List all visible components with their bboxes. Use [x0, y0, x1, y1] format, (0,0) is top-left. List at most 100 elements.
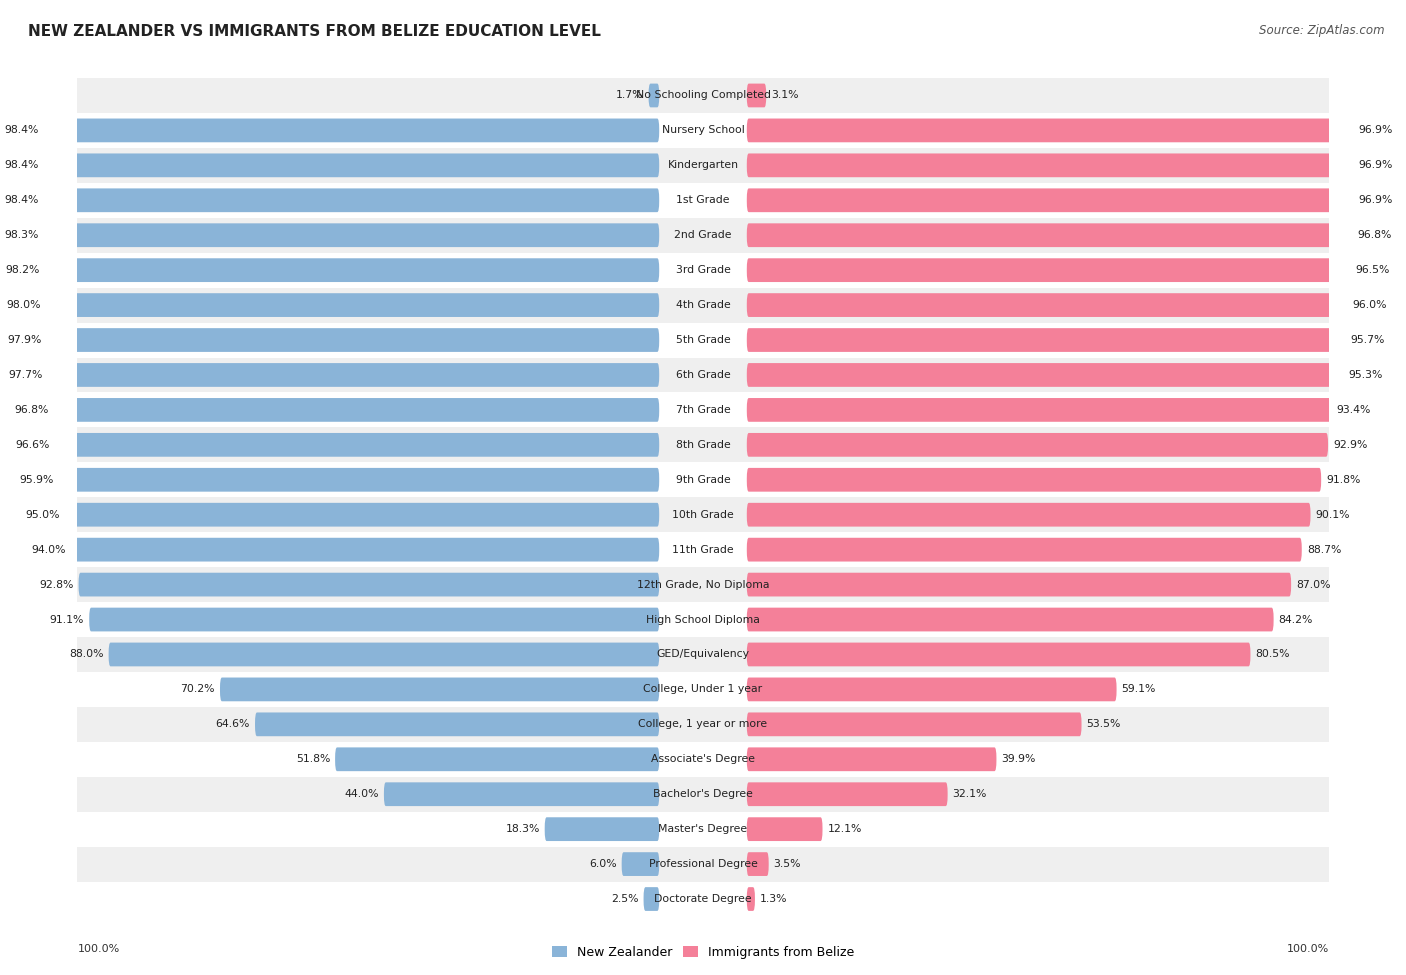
- Text: 98.3%: 98.3%: [4, 230, 39, 240]
- FancyBboxPatch shape: [747, 887, 755, 911]
- Bar: [77, 462, 1329, 497]
- Text: 98.2%: 98.2%: [6, 265, 39, 275]
- Bar: [77, 811, 1329, 846]
- Text: 2nd Grade: 2nd Grade: [675, 230, 731, 240]
- Text: 97.7%: 97.7%: [8, 370, 44, 380]
- FancyBboxPatch shape: [747, 119, 1353, 142]
- FancyBboxPatch shape: [747, 782, 948, 806]
- Text: 3.1%: 3.1%: [772, 91, 799, 100]
- Bar: [77, 288, 1329, 323]
- Text: High School Diploma: High School Diploma: [647, 614, 759, 625]
- FancyBboxPatch shape: [46, 293, 659, 317]
- FancyBboxPatch shape: [44, 153, 659, 177]
- Text: 12th Grade, No Diploma: 12th Grade, No Diploma: [637, 579, 769, 590]
- Text: 10th Grade: 10th Grade: [672, 510, 734, 520]
- Text: 96.0%: 96.0%: [1353, 300, 1386, 310]
- Text: 4th Grade: 4th Grade: [676, 300, 730, 310]
- Bar: [77, 78, 1329, 113]
- FancyBboxPatch shape: [544, 817, 659, 841]
- Bar: [77, 567, 1329, 602]
- FancyBboxPatch shape: [747, 538, 1302, 562]
- Text: 98.4%: 98.4%: [4, 126, 38, 136]
- Bar: [77, 602, 1329, 637]
- FancyBboxPatch shape: [747, 607, 1274, 632]
- Bar: [77, 497, 1329, 532]
- Bar: [77, 672, 1329, 707]
- FancyBboxPatch shape: [747, 153, 1353, 177]
- Text: College, 1 year or more: College, 1 year or more: [638, 720, 768, 729]
- Bar: [77, 183, 1329, 217]
- Bar: [77, 637, 1329, 672]
- FancyBboxPatch shape: [55, 433, 659, 456]
- Text: 70.2%: 70.2%: [180, 684, 215, 694]
- Text: 87.0%: 87.0%: [1296, 579, 1330, 590]
- FancyBboxPatch shape: [45, 258, 659, 282]
- Text: 7th Grade: 7th Grade: [676, 405, 730, 415]
- FancyBboxPatch shape: [48, 363, 659, 387]
- FancyBboxPatch shape: [747, 748, 997, 771]
- FancyBboxPatch shape: [747, 468, 1322, 491]
- Text: 96.9%: 96.9%: [1358, 195, 1392, 206]
- Text: 98.4%: 98.4%: [4, 160, 38, 171]
- FancyBboxPatch shape: [747, 293, 1347, 317]
- FancyBboxPatch shape: [59, 468, 659, 491]
- Text: 1st Grade: 1st Grade: [676, 195, 730, 206]
- FancyBboxPatch shape: [254, 713, 659, 736]
- Bar: [77, 323, 1329, 358]
- Text: 84.2%: 84.2%: [1278, 614, 1313, 625]
- Text: Doctorate Degree: Doctorate Degree: [654, 894, 752, 904]
- Bar: [77, 777, 1329, 811]
- Text: Kindergarten: Kindergarten: [668, 160, 738, 171]
- Bar: [77, 358, 1329, 392]
- FancyBboxPatch shape: [747, 398, 1331, 422]
- Text: 95.0%: 95.0%: [25, 510, 60, 520]
- Text: 39.9%: 39.9%: [1001, 755, 1036, 764]
- Bar: [77, 707, 1329, 742]
- Text: 3rd Grade: 3rd Grade: [675, 265, 731, 275]
- Text: 1.7%: 1.7%: [616, 91, 644, 100]
- FancyBboxPatch shape: [747, 258, 1351, 282]
- Text: 6.0%: 6.0%: [589, 859, 617, 869]
- FancyBboxPatch shape: [65, 503, 659, 526]
- FancyBboxPatch shape: [335, 748, 659, 771]
- Bar: [77, 217, 1329, 253]
- Text: 1.3%: 1.3%: [759, 894, 787, 904]
- Text: 51.8%: 51.8%: [295, 755, 330, 764]
- Text: 95.9%: 95.9%: [20, 475, 55, 485]
- Text: 2.5%: 2.5%: [612, 894, 638, 904]
- FancyBboxPatch shape: [747, 188, 1353, 213]
- Text: 8th Grade: 8th Grade: [676, 440, 730, 449]
- FancyBboxPatch shape: [747, 643, 1250, 666]
- Bar: [77, 846, 1329, 881]
- FancyBboxPatch shape: [44, 188, 659, 213]
- Text: 88.0%: 88.0%: [69, 649, 104, 659]
- FancyBboxPatch shape: [89, 607, 659, 632]
- FancyBboxPatch shape: [747, 433, 1329, 456]
- FancyBboxPatch shape: [644, 887, 659, 911]
- FancyBboxPatch shape: [384, 782, 659, 806]
- Bar: [77, 392, 1329, 427]
- Text: 98.4%: 98.4%: [4, 195, 38, 206]
- Bar: [77, 427, 1329, 462]
- Text: 5th Grade: 5th Grade: [676, 335, 730, 345]
- Legend: New Zealander, Immigrants from Belize: New Zealander, Immigrants from Belize: [547, 941, 859, 964]
- FancyBboxPatch shape: [747, 503, 1310, 526]
- Text: 88.7%: 88.7%: [1306, 545, 1341, 555]
- Text: 18.3%: 18.3%: [505, 824, 540, 835]
- FancyBboxPatch shape: [747, 84, 766, 107]
- Bar: [77, 113, 1329, 148]
- Text: College, Under 1 year: College, Under 1 year: [644, 684, 762, 694]
- Bar: [77, 253, 1329, 288]
- Text: 95.7%: 95.7%: [1351, 335, 1385, 345]
- Text: 96.5%: 96.5%: [1355, 265, 1391, 275]
- FancyBboxPatch shape: [44, 119, 659, 142]
- Text: 11th Grade: 11th Grade: [672, 545, 734, 555]
- FancyBboxPatch shape: [747, 572, 1291, 597]
- FancyBboxPatch shape: [747, 363, 1343, 387]
- Text: 3.5%: 3.5%: [773, 859, 801, 869]
- Text: 96.8%: 96.8%: [1357, 230, 1392, 240]
- Text: GED/Equivalency: GED/Equivalency: [657, 649, 749, 659]
- FancyBboxPatch shape: [747, 713, 1081, 736]
- Text: 92.8%: 92.8%: [39, 579, 73, 590]
- Text: 53.5%: 53.5%: [1087, 720, 1121, 729]
